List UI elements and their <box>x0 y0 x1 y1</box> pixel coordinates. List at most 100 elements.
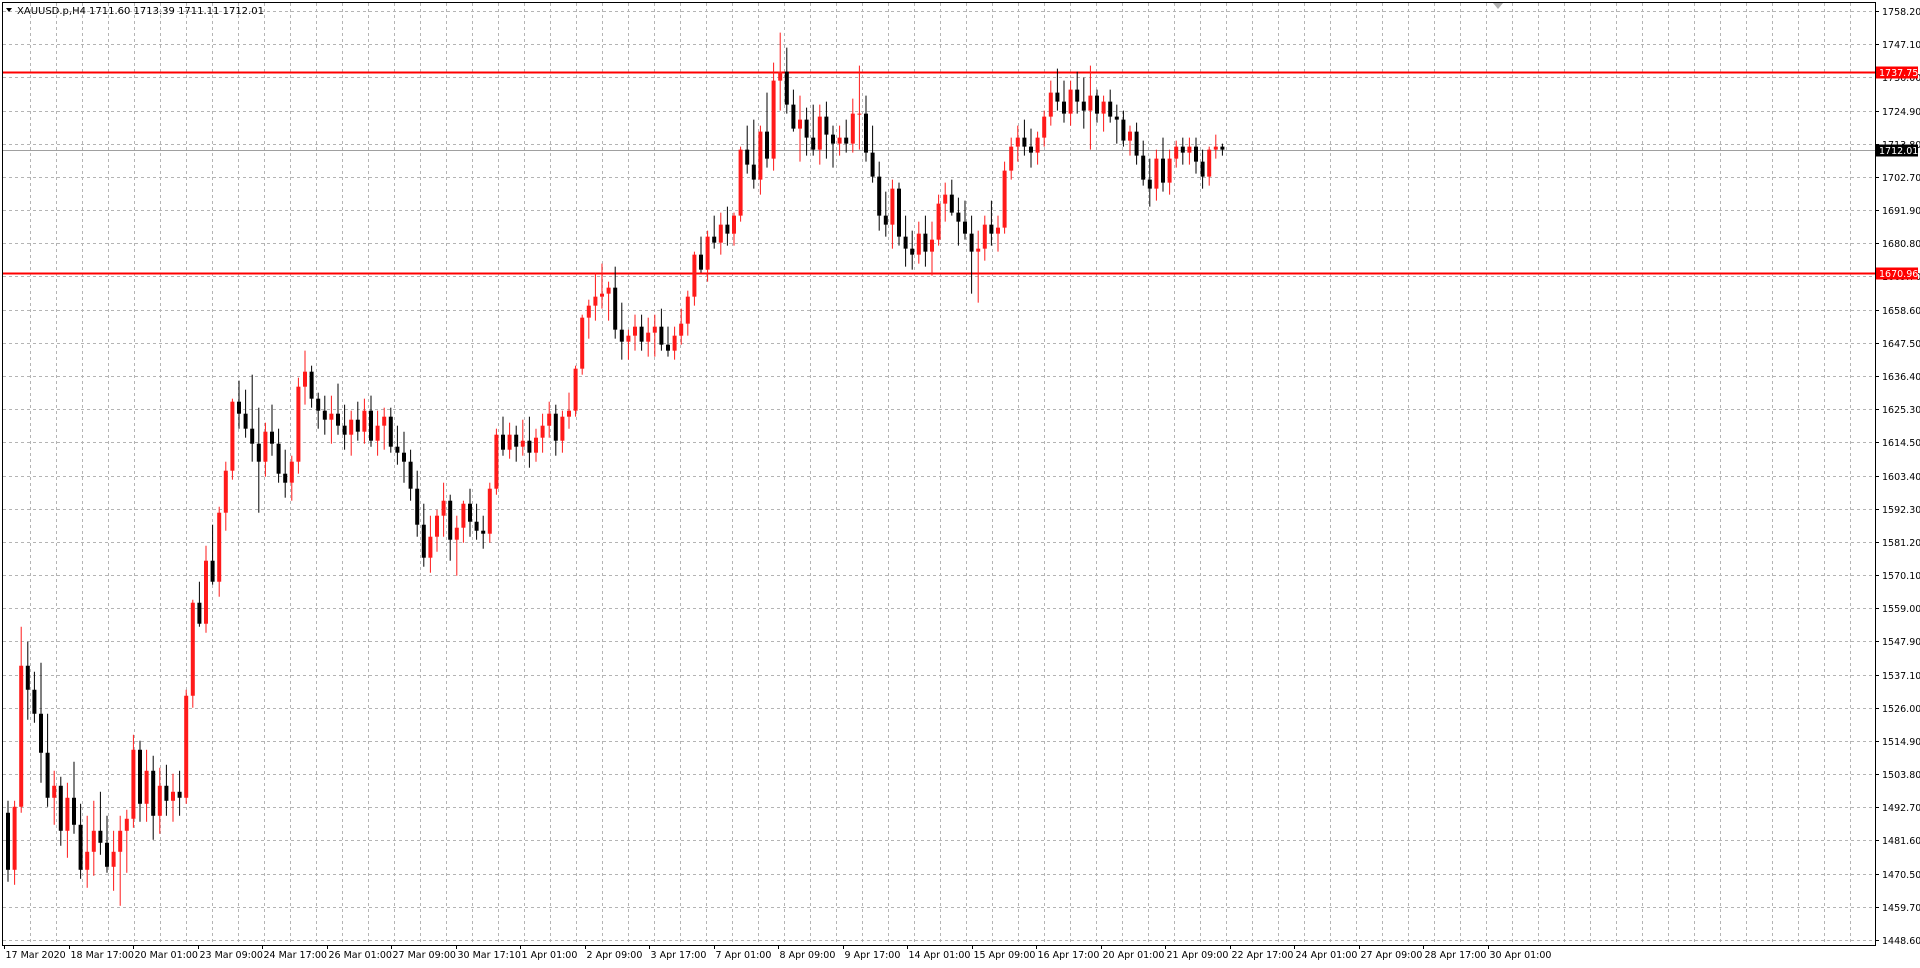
candle-body-bullish <box>1002 170 1007 228</box>
time-tick-label: 23 Mar 09:00 <box>200 950 263 961</box>
candle-body-bullish <box>1042 116 1047 138</box>
candle-body-bearish <box>1180 146 1185 153</box>
candle-body-bullish <box>890 188 895 225</box>
candle-body-bullish <box>982 224 987 249</box>
candle-body-bullish <box>547 413 552 426</box>
candle-body-bullish <box>118 830 123 852</box>
candle-body-bullish <box>1009 146 1014 171</box>
candle-body-bullish <box>1101 101 1106 114</box>
candle-body-bearish <box>527 440 532 453</box>
time-tick-label: 8 Apr 09:00 <box>780 950 836 961</box>
time-axis[interactable]: 17 Mar 2020 18 Mar 17:00 20 Mar 01:00 23 Ma… <box>4 945 1552 961</box>
candle-body-bearish <box>1081 101 1086 111</box>
ohlc-readout: 1711.60 1713.39 1711.11 1712.01 <box>89 6 264 17</box>
candle-body-bullish <box>930 239 934 252</box>
candle-body-bearish <box>824 116 829 135</box>
candle-body-bearish <box>1200 161 1205 177</box>
price-tick-label: 1547.90 <box>1882 637 1920 648</box>
candle-body-bearish <box>784 71 789 105</box>
candle-body-bearish <box>1108 101 1113 117</box>
candle-body-bullish <box>705 236 710 270</box>
candle-body-bearish <box>699 254 703 270</box>
candle-body-bearish <box>309 371 314 399</box>
time-tick-label: 22 Apr 17:00 <box>1232 950 1294 961</box>
candle-body-bullish <box>190 602 195 696</box>
candle-body-bearish <box>45 752 50 798</box>
candle-body-bullish <box>12 806 17 870</box>
current-price-tag-label: 1712.01 <box>1879 146 1918 157</box>
chart-menu-triangle-icon[interactable] <box>6 8 12 12</box>
price-tick-label: 1570.10 <box>1882 571 1920 582</box>
candle-body-bullish <box>204 560 208 624</box>
candle-body-bearish <box>897 188 901 237</box>
candle-body-bearish <box>1114 116 1119 120</box>
candle-body-bullish <box>606 287 611 294</box>
chart-shift-marker-icon[interactable] <box>1493 3 1503 9</box>
candle-body-bearish <box>712 236 717 243</box>
candle-body-bullish <box>692 254 697 297</box>
candle-body-bullish <box>296 386 301 462</box>
candle-body-bearish <box>32 689 37 714</box>
candle-body-bearish <box>1022 137 1027 147</box>
candle-body-bearish <box>448 500 453 540</box>
time-tick-label: 3 Apr 17:00 <box>651 950 707 961</box>
candle-body-bullish <box>758 131 763 180</box>
candle-body-bullish <box>461 503 466 528</box>
price-tags: 1712.01 1737.75 1670.96 <box>1876 66 1918 280</box>
candle-body-bearish <box>956 212 961 222</box>
time-tick-label: 20 Mar 01:00 <box>135 950 198 961</box>
time-tick-label: 28 Apr 17:00 <box>1425 950 1487 961</box>
candle-body-bullish <box>943 194 948 204</box>
candle-body-bearish <box>1147 179 1152 189</box>
candle-body-bearish <box>1055 92 1060 102</box>
candle-body-bullish <box>1035 137 1040 153</box>
candle-body-bearish <box>58 785 63 831</box>
candle-body-bearish <box>6 812 10 870</box>
candle-body-bullish <box>1015 137 1020 147</box>
candle-body-bearish <box>501 434 505 450</box>
horizontal-level-tag-label: 1670.96 <box>1879 269 1918 280</box>
candle-body-bearish <box>949 194 954 213</box>
price-tick-label: 1603.40 <box>1882 472 1920 483</box>
candle-body-bearish <box>765 131 769 159</box>
time-tick-label: 14 Apr 01:00 <box>909 950 971 961</box>
price-tick-label: 1492.70 <box>1882 803 1920 814</box>
time-tick-label: 30 Apr 01:00 <box>1490 950 1552 961</box>
price-tick-label: 1758.20 <box>1882 7 1920 18</box>
candle-body-bearish <box>256 443 261 462</box>
candle-body-bearish <box>553 413 558 441</box>
time-tick-label: 27 Mar 09:00 <box>393 950 456 961</box>
candle-body-bullish <box>507 434 512 450</box>
plot-frame <box>2 2 1876 946</box>
candle-body-bullish <box>441 500 446 516</box>
candle-body-bullish <box>435 515 439 537</box>
candle-body-bullish <box>1167 158 1172 183</box>
horizontal-level-tag <box>1876 66 1918 79</box>
candle-body-bearish <box>250 428 255 444</box>
candle-body-bullish <box>184 695 189 798</box>
candle-body-bullish <box>1088 95 1093 111</box>
candle-body-bullish <box>91 830 96 852</box>
candle-body-bearish <box>342 425 347 435</box>
candle-body-bearish <box>1220 146 1225 150</box>
time-tick-label: 1 Apr 01:00 <box>522 950 578 961</box>
horizontal-lines <box>3 71 1875 275</box>
candle-body-bearish <box>514 434 519 447</box>
candle-body-bearish <box>745 149 750 165</box>
price-tick-label: 1559.00 <box>1882 604 1920 615</box>
candle-body-bullish <box>520 440 525 447</box>
candle-body-bearish <box>237 401 241 414</box>
candle-body-bearish <box>1121 119 1126 141</box>
candle-body-bullish <box>329 413 334 420</box>
candle-body-bearish <box>395 446 400 453</box>
candle-body-bullish <box>52 785 57 798</box>
candle-body-bullish <box>230 401 235 471</box>
candle-body-bearish <box>883 215 888 225</box>
price-axis[interactable]: 1758.201747.101736.001724.901713.801702.… <box>1875 7 1920 947</box>
candle-body-bullish <box>580 317 585 369</box>
candle-body-bullish <box>567 410 571 417</box>
candle-body-bullish <box>646 332 651 342</box>
candle-body-bullish <box>738 149 743 216</box>
